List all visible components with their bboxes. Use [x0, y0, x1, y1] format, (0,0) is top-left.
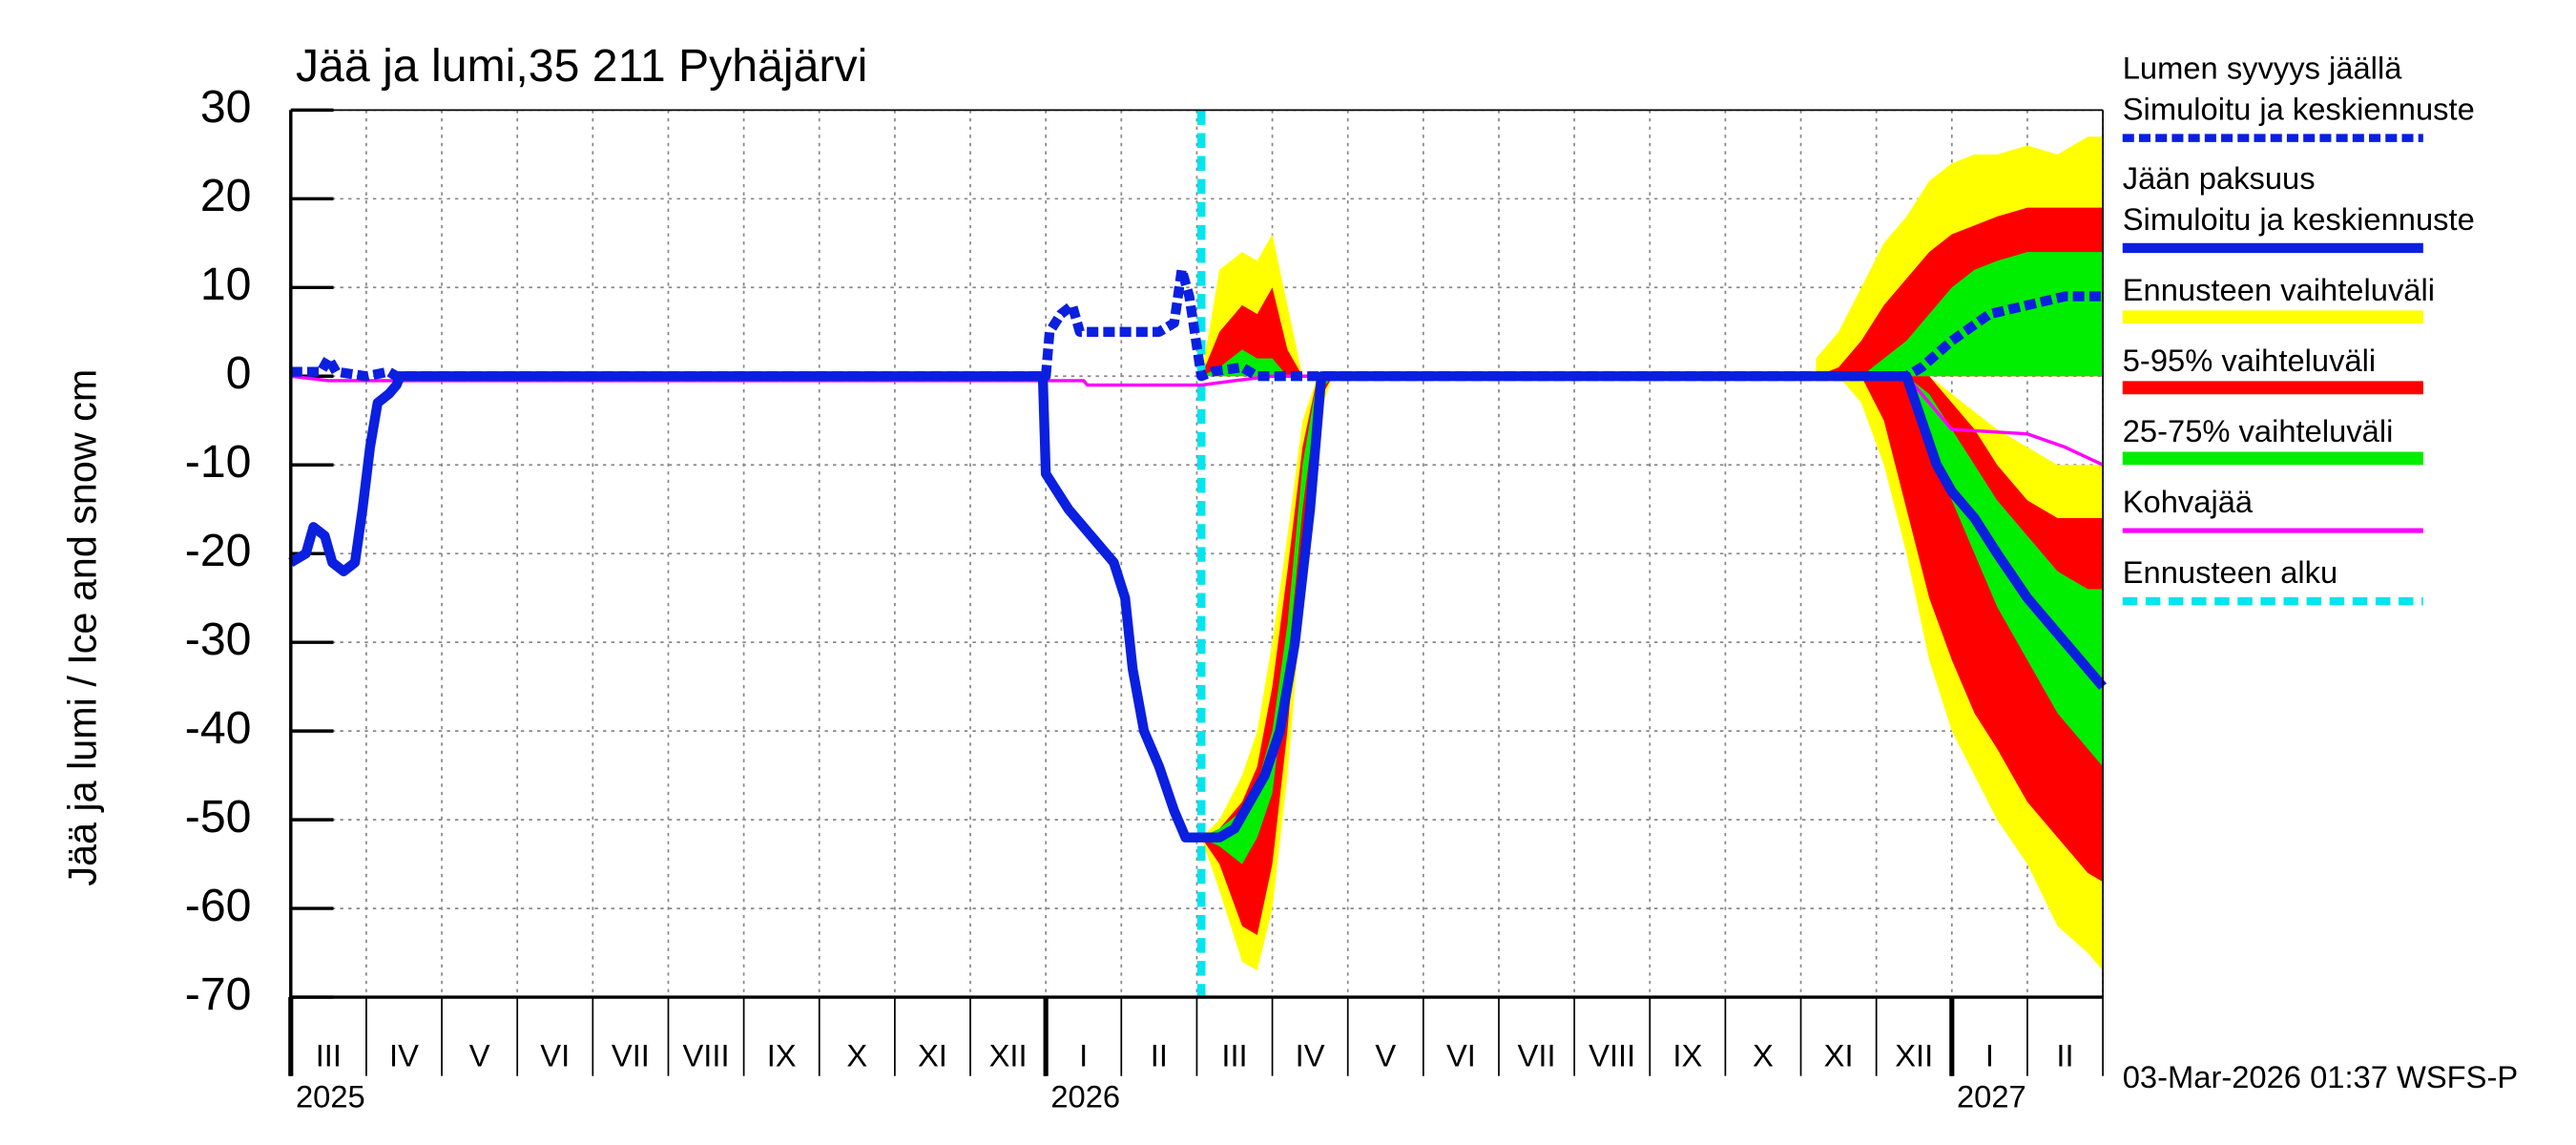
x-tick-label: III [316, 1037, 342, 1072]
x-tick-label: I [1985, 1037, 1994, 1072]
y-tick-label: -70 [185, 968, 252, 1020]
x-tick-label: VI [1446, 1037, 1476, 1072]
x-tick-label: XI [918, 1037, 947, 1072]
legend-label: 25-75% vaihteluväli [2123, 413, 2394, 448]
x-tick-label: III [1221, 1037, 1247, 1072]
ice-band [1201, 376, 1348, 935]
legend-label: Ennusteen vaihteluväli [2123, 272, 2435, 307]
series-line [288, 371, 2108, 843]
y-axis-label: Jää ja lumi / Ice and snow cm [60, 369, 104, 886]
x-tick-label: IV [389, 1037, 419, 1072]
legend-label: 5-95% vaihteluväli [2123, 343, 2376, 378]
y-tick-label: 10 [200, 259, 252, 310]
ice-band [1201, 376, 1348, 864]
y-tick-label: 30 [200, 81, 252, 133]
x-tick-label: V [1375, 1037, 1396, 1072]
x-tick-label: IV [1296, 1037, 1325, 1072]
x-tick-label: XI [1824, 1037, 1854, 1072]
x-tick-label: VIII [1589, 1037, 1635, 1072]
x-tick-label: II [2056, 1037, 2073, 1072]
snow-band [1816, 252, 2104, 377]
x-tick-label: VII [1518, 1037, 1556, 1072]
x-tick-label: VIII [682, 1037, 729, 1072]
x-tick-label: II [1151, 1037, 1168, 1072]
series-line [290, 374, 2104, 467]
y-tick-label: -20 [185, 525, 252, 576]
legend-label: Simuloitu ja keskiennuste [2123, 92, 2475, 127]
chart-title: Jää ja lumi,35 211 Pyhäjärvi [296, 40, 867, 92]
x-tick-label: IX [767, 1037, 797, 1072]
y-tick-label: -10 [185, 436, 252, 488]
y-tick-label: 20 [200, 170, 252, 221]
x-tick-label: X [846, 1037, 867, 1072]
x-tick-label: XII [989, 1037, 1028, 1072]
x-tick-label: I [1079, 1037, 1088, 1072]
legend-label: Simuloitu ja keskiennuste [2123, 201, 2475, 237]
footer: 03-Mar-2026 01:37 WSFS-P [2123, 1059, 2518, 1094]
y-tick-label: -60 [185, 880, 252, 931]
x-tick-label: V [469, 1037, 490, 1072]
year-label: 2027 [1957, 1078, 2026, 1114]
x-tick-label: X [1753, 1037, 1774, 1072]
ice-band [1816, 376, 2104, 883]
y-tick-label: -30 [185, 614, 252, 665]
y-tick-label: -50 [185, 791, 252, 843]
x-tick-label: VII [612, 1037, 650, 1072]
year-label: 2026 [1050, 1078, 1120, 1114]
x-tick-label: VI [540, 1037, 570, 1072]
y-tick-label: -40 [185, 702, 252, 754]
y-tick-label: 0 [226, 347, 252, 399]
year-label: 2025 [296, 1078, 365, 1114]
ice-band [1816, 376, 2104, 767]
legend-label: Jään paksuus [2123, 160, 2316, 196]
legend-label: Ennusteen alku [2123, 554, 2337, 590]
legend-label: Kohvajää [2123, 484, 2254, 519]
series-line [290, 264, 2104, 382]
x-tick-label: IX [1672, 1037, 1702, 1072]
legend-label: Lumen syvyys jäällä [2123, 51, 2402, 86]
x-tick-label: XII [1895, 1037, 1933, 1072]
